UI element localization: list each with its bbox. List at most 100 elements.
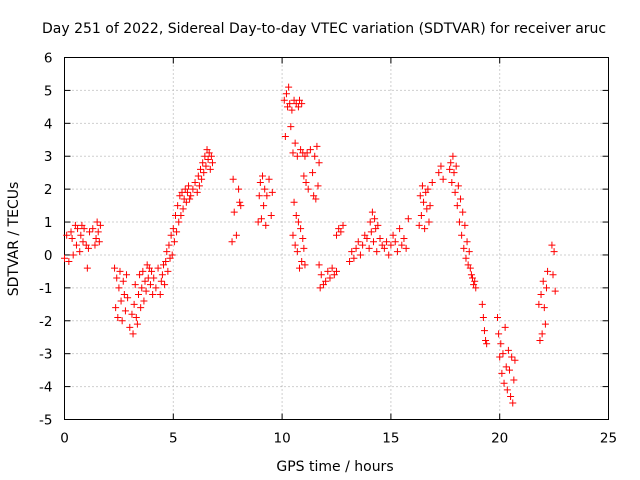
data-point: [294, 218, 302, 226]
data-point: [137, 304, 145, 312]
data-point: [208, 159, 216, 167]
data-point: [366, 218, 374, 226]
data-point: [369, 238, 377, 246]
data-point: [417, 211, 425, 219]
data-point: [508, 353, 516, 361]
data-point: [146, 281, 154, 289]
data-point: [158, 271, 166, 279]
data-point: [314, 182, 322, 190]
data-point: [204, 156, 212, 164]
data-point: [132, 313, 140, 321]
data-point: [281, 132, 289, 140]
data-point: [324, 267, 332, 275]
data-point: [300, 244, 308, 252]
data-point: [232, 231, 240, 239]
data-point: [365, 244, 373, 252]
data-point: [133, 320, 141, 328]
data-point: [423, 205, 431, 213]
data-point: [193, 188, 201, 196]
data-point: [538, 330, 546, 338]
data-point: [260, 202, 268, 210]
data-point: [425, 218, 433, 226]
y-tick-label: 0: [44, 248, 53, 264]
data-point: [453, 202, 461, 210]
data-point: [120, 290, 128, 298]
data-point: [501, 323, 509, 331]
data-point: [179, 205, 187, 213]
data-point: [89, 225, 97, 233]
data-point: [131, 281, 139, 289]
data-point: [115, 284, 123, 292]
data-point: [229, 175, 237, 183]
data-point: [368, 208, 376, 216]
data-point: [298, 100, 306, 108]
data-point: [400, 235, 408, 242]
plot-frame: [64, 57, 609, 420]
data-point: [289, 231, 297, 239]
data-point: [194, 172, 202, 180]
data-point: [163, 248, 171, 256]
data-point: [376, 235, 384, 242]
data-point: [195, 182, 203, 190]
data-point: [164, 267, 172, 275]
data-point: [495, 330, 503, 338]
data-point: [123, 271, 131, 279]
data-point: [460, 244, 468, 252]
data-point: [156, 290, 164, 298]
data-point: [255, 192, 263, 200]
data-point: [167, 231, 175, 239]
data-point: [288, 106, 296, 114]
data-point: [129, 330, 137, 338]
data-point: [480, 327, 488, 335]
data-point: [316, 284, 324, 292]
data-point: [150, 274, 158, 282]
data-point: [235, 185, 243, 193]
data-point: [387, 241, 395, 249]
y-tick-label: 5: [44, 83, 53, 99]
data-point: [428, 179, 436, 187]
data-point: [259, 172, 267, 180]
data-point: [348, 248, 356, 256]
data-point: [404, 215, 412, 223]
data-point: [550, 248, 558, 256]
data-point: [86, 228, 94, 236]
data-point: [290, 198, 298, 206]
data-point: [537, 290, 545, 298]
data-point: [424, 185, 432, 193]
data-point: [451, 188, 459, 196]
y-tick-label: -1: [39, 281, 52, 297]
data-point: [306, 146, 314, 154]
data-point: [549, 271, 557, 279]
data-point: [301, 261, 309, 269]
data-point: [128, 310, 136, 318]
data-point: [175, 218, 183, 226]
data-point: [169, 225, 177, 233]
data-point: [465, 248, 473, 256]
data-point: [483, 340, 491, 348]
data-point: [237, 202, 245, 210]
data-point: [363, 235, 371, 242]
data-point: [297, 225, 305, 233]
data-point: [300, 172, 308, 180]
data-point: [112, 304, 120, 312]
data-point: [63, 231, 71, 239]
data-point: [91, 241, 99, 249]
data-point: [502, 363, 510, 371]
data-point: [152, 284, 160, 292]
data-point: [202, 162, 210, 170]
data-point: [498, 369, 506, 377]
data-point: [383, 238, 391, 246]
data-point: [95, 238, 103, 246]
data-point: [541, 320, 549, 328]
data-point: [317, 271, 325, 279]
data-point: [540, 304, 548, 312]
data-point: [298, 258, 306, 266]
data-point: [535, 300, 543, 308]
data-point: [426, 202, 434, 210]
data-point: [228, 238, 236, 246]
data-point: [189, 185, 197, 193]
data-point: [84, 244, 92, 252]
data-point: [74, 225, 82, 233]
data-point: [462, 254, 470, 262]
